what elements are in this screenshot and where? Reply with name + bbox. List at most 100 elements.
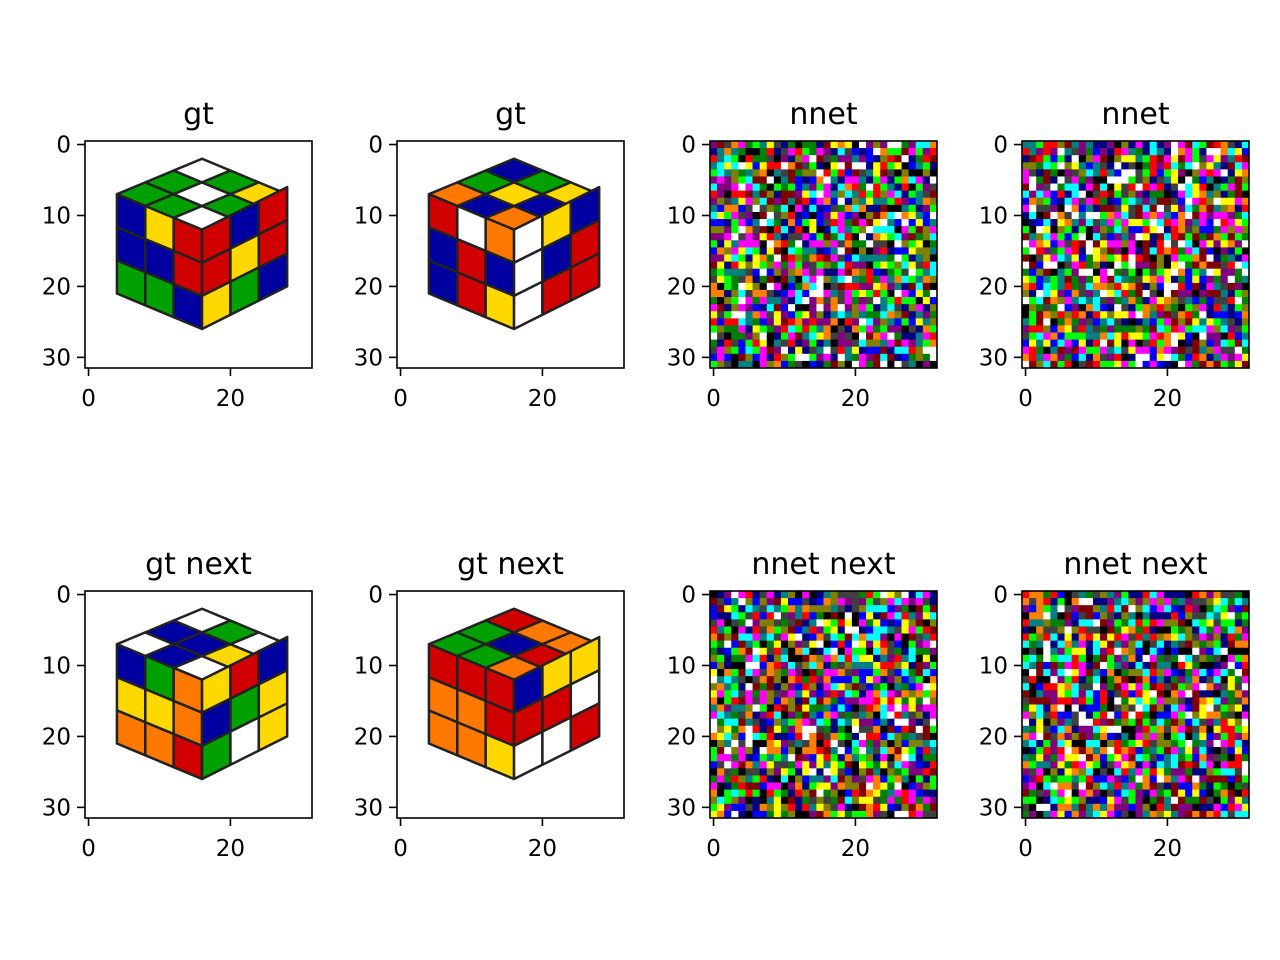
- noise-pixel: [1135, 810, 1143, 818]
- noise-pixel: [908, 297, 917, 305]
- noise-pixel: [837, 162, 846, 170]
- noise-pixel: [710, 176, 718, 184]
- noise-pixel: [1192, 803, 1200, 812]
- noise-pixel: [1121, 325, 1129, 333]
- noise-pixel: [752, 761, 761, 769]
- noise-pixel: [816, 768, 824, 776]
- noise-pixel: [1036, 768, 1044, 776]
- noise-pixel: [809, 789, 817, 798]
- noise-pixel: [1135, 155, 1143, 163]
- noise-pixel: [1121, 775, 1129, 783]
- noise-pixel: [1114, 612, 1122, 620]
- noise-pixel: [1085, 254, 1094, 262]
- noise-pixel: [837, 261, 846, 270]
- noise-pixel: [1206, 690, 1214, 698]
- noise-pixel: [802, 612, 810, 620]
- noise-pixel: [766, 789, 775, 798]
- noise-pixel: [837, 619, 846, 627]
- noise-pixel: [1022, 304, 1030, 312]
- noise-pixel: [1213, 683, 1222, 691]
- noise-pixel: [1178, 240, 1186, 248]
- noise-pixel: [1241, 275, 1249, 284]
- noise-pixel: [1022, 176, 1030, 184]
- noise-pixel: [788, 353, 796, 362]
- noise-pixel: [1156, 304, 1165, 312]
- noise-pixel: [858, 297, 867, 305]
- noise-pixel: [809, 176, 817, 184]
- noise-pixel: [773, 247, 782, 255]
- noise-pixel: [752, 647, 761, 656]
- noise-pixel: [773, 612, 782, 620]
- noise-pixel: [1135, 176, 1143, 184]
- noise-pixel: [1078, 789, 1087, 798]
- noise-pixel: [717, 619, 725, 627]
- noise-pixel: [1178, 739, 1186, 748]
- noise-pixel: [738, 754, 746, 762]
- noise-pixel: [1128, 360, 1136, 368]
- noise-pixel: [908, 247, 917, 255]
- noise-pixel: [802, 640, 810, 649]
- noise-pixel: [1135, 718, 1143, 727]
- noise-pixel: [1185, 176, 1193, 184]
- noise-pixel: [1078, 718, 1087, 727]
- noise-pixel: [1178, 612, 1186, 620]
- x-tick-label: 0: [1018, 836, 1033, 862]
- noise-pixel: [1192, 768, 1200, 776]
- noise-pixel: [759, 768, 768, 776]
- noise-pixel: [724, 739, 732, 748]
- noise-pixel: [887, 803, 895, 812]
- noise-pixel: [1149, 311, 1158, 319]
- noise-pixel: [1142, 732, 1151, 741]
- noise-pixel: [1114, 176, 1122, 184]
- noise-pixel: [745, 732, 753, 741]
- noise-pixel: [1170, 360, 1179, 368]
- noise-pixel: [1206, 704, 1214, 712]
- noise-pixel: [1234, 311, 1243, 319]
- noise-pixel: [780, 318, 789, 326]
- noise-pixel: [880, 339, 888, 348]
- noise-pixel: [880, 747, 888, 755]
- noise-pixel: [1185, 240, 1193, 248]
- noise-pixel: [1149, 803, 1158, 812]
- noise-pixel: [858, 768, 867, 776]
- noise-pixel: [1185, 155, 1193, 163]
- noise-pixel: [866, 141, 874, 149]
- noise-pixel: [1036, 782, 1044, 791]
- noise-pixel: [1142, 782, 1151, 791]
- noise-pixel: [759, 633, 768, 642]
- noise-pixel: [1092, 211, 1101, 220]
- noise-pixel: [1163, 346, 1172, 355]
- noise-pixel: [809, 676, 817, 684]
- noise-pixel: [1156, 732, 1165, 741]
- noise-pixel: [1135, 619, 1143, 627]
- noise-pixel: [830, 233, 839, 241]
- noise-pixel: [802, 233, 810, 241]
- noise-pixel: [830, 297, 839, 305]
- noise-pixel: [908, 725, 917, 734]
- noise-pixel: [866, 626, 874, 634]
- noise-pixel: [1170, 190, 1179, 199]
- noise-pixel: [1107, 676, 1115, 684]
- noise-pixel: [858, 711, 867, 720]
- noise-pixel: [759, 176, 768, 184]
- noise-pixel: [1142, 775, 1151, 783]
- noise-pixel: [1156, 318, 1165, 326]
- noise-pixel: [745, 775, 753, 783]
- noise-pixel: [788, 183, 796, 192]
- noise-pixel: [1107, 155, 1115, 163]
- noise-pixel: [1142, 690, 1151, 698]
- noise-pixel: [1043, 697, 1051, 705]
- noise-pixel: [1050, 141, 1058, 149]
- y-tick-label: 0: [56, 133, 71, 159]
- noise-pixel: [1135, 304, 1143, 312]
- noise-pixel: [894, 739, 902, 748]
- noise-pixel: [1227, 782, 1236, 791]
- noise-pixel: [1057, 353, 1065, 362]
- noise-pixel: [759, 683, 768, 691]
- noise-pixel: [788, 633, 796, 642]
- noise-pixel: [816, 669, 824, 677]
- noise-pixel: [1064, 669, 1073, 677]
- noise-pixel: [717, 803, 725, 812]
- noise-pixel: [1043, 247, 1051, 255]
